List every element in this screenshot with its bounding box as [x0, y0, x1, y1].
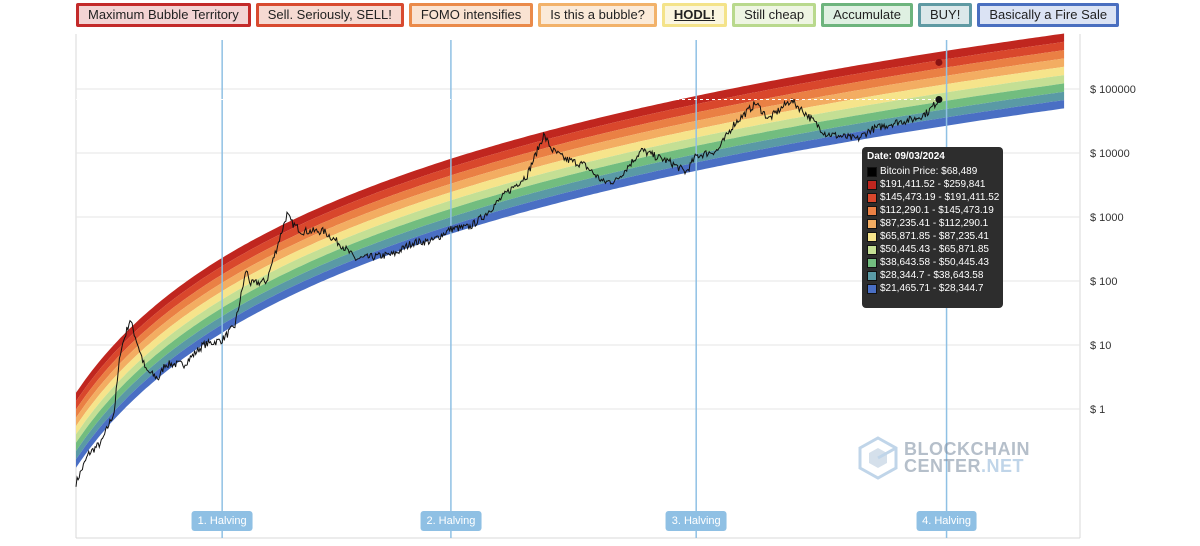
- legend-button-4[interactable]: Is this a bubble?: [538, 3, 657, 27]
- tooltip-swatch: [867, 180, 877, 190]
- tooltip-row-label: $21,465.71 - $28,344.7: [880, 283, 984, 294]
- tooltip-swatch: [867, 219, 877, 229]
- halving-label-1: 1. Halving: [191, 511, 253, 531]
- y-tick-label: $ 1000: [1090, 212, 1124, 224]
- tooltip-row: $87,235.41 - $112,290.1: [867, 218, 998, 230]
- tooltip-date: Date: 09/03/2024: [867, 151, 945, 162]
- tooltip-row-label: $50,445.43 - $65,871.85: [880, 244, 989, 255]
- tooltip-row: $112,290.1 - $145,473.19: [867, 205, 998, 217]
- halving-label-4: 4. Halving: [916, 511, 978, 531]
- tooltip-swatch: [867, 284, 877, 294]
- tooltip: Date: 09/03/2024 Bitcoin Price: $68,489 $…: [862, 147, 1003, 308]
- tooltip-row-label: $38,643.58 - $50,445.43: [880, 257, 989, 268]
- hover-markers: [76, 58, 943, 104]
- y-tick-label: $ 10: [1090, 340, 1111, 352]
- tooltip-row-label: $112,290.1 - $145,473.19: [880, 205, 994, 216]
- tooltip-row-label: Bitcoin Price: $68,489: [880, 166, 978, 177]
- tooltip-row: Bitcoin Price: $68,489: [867, 166, 998, 178]
- blockchaincenter-logo: BLOCKCHAIN CENTER.NET: [858, 436, 1030, 480]
- price-marker: [935, 96, 943, 104]
- tooltip-row: $191,411.52 - $259,841: [867, 179, 998, 191]
- tooltip-swatch: [867, 206, 877, 216]
- tooltip-row: $38,643.58 - $50,445.43: [867, 257, 998, 269]
- tooltip-row-label: $145,473.19 - $191,411.52: [880, 192, 1000, 203]
- cube-logo-icon: [858, 436, 898, 480]
- y-tick-label: $ 10000: [1090, 148, 1130, 160]
- legend-button-6[interactable]: Still cheap: [732, 3, 817, 27]
- legend-button-3[interactable]: FOMO intensifies: [408, 3, 534, 27]
- logo-line-2: CENTER: [904, 456, 982, 476]
- y-tick-label: $ 100000: [1090, 84, 1136, 96]
- legend-button-7[interactable]: Accumulate: [821, 3, 913, 27]
- y-tick-label: $ 100: [1090, 276, 1118, 288]
- price-line: [75, 98, 940, 487]
- tooltip-row: $145,473.19 - $191,411.52: [867, 192, 1000, 204]
- y-tick-label: $ 1: [1090, 404, 1105, 416]
- y-axis: $ 1 $ 10 $ 100 $ 1000 $ 10000 $ 100000: [1090, 84, 1136, 416]
- tooltip-swatch: [867, 167, 877, 177]
- legend-button-2[interactable]: Sell. Seriously, SELL!: [255, 3, 404, 27]
- logo-line-2-suffix: .NET: [981, 456, 1025, 476]
- tooltip-row: $65,871.85 - $87,235.41: [867, 231, 998, 243]
- legend-button-9[interactable]: Basically a Fire Sale: [977, 3, 1120, 27]
- legend-button-5[interactable]: HODL!: [661, 3, 728, 27]
- tooltip-row-label: $28,344.7 - $38,643.58: [880, 270, 984, 281]
- logo-line-1: BLOCKCHAIN: [904, 439, 1030, 459]
- bitcoin-price-line: [75, 98, 940, 487]
- legend-button-8[interactable]: BUY!: [918, 3, 973, 27]
- tooltip-swatch: [867, 245, 877, 255]
- tooltip-row: $50,445.43 - $65,871.85: [867, 244, 998, 256]
- tooltip-row: $28,344.7 - $38,643.58: [867, 270, 998, 282]
- halving-label-2: 2. Halving: [420, 511, 482, 531]
- tooltip-swatch: [867, 232, 877, 242]
- tooltip-row: $21,465.71 - $28,344.7: [867, 283, 998, 295]
- band-top-marker: [935, 58, 943, 66]
- tooltip-row-label: $65,871.85 - $87,235.41: [880, 231, 989, 242]
- tooltip-rows: Bitcoin Price: $68,489 $191,411.52 - $259…: [867, 166, 1000, 295]
- tooltip-swatch: [867, 193, 877, 203]
- halving-label-3: 3. Halving: [665, 511, 727, 531]
- tooltip-swatch: [867, 258, 877, 268]
- tooltip-row-label: $191,411.52 - $259,841: [880, 179, 986, 190]
- rainbow-legend: Maximum Bubble Territory Sell. Seriously,…: [76, 3, 1120, 27]
- tooltip-row-label: $87,235.41 - $112,290.1: [880, 218, 989, 229]
- tooltip-swatch: [867, 271, 877, 281]
- legend-button-1[interactable]: Maximum Bubble Territory: [76, 3, 251, 27]
